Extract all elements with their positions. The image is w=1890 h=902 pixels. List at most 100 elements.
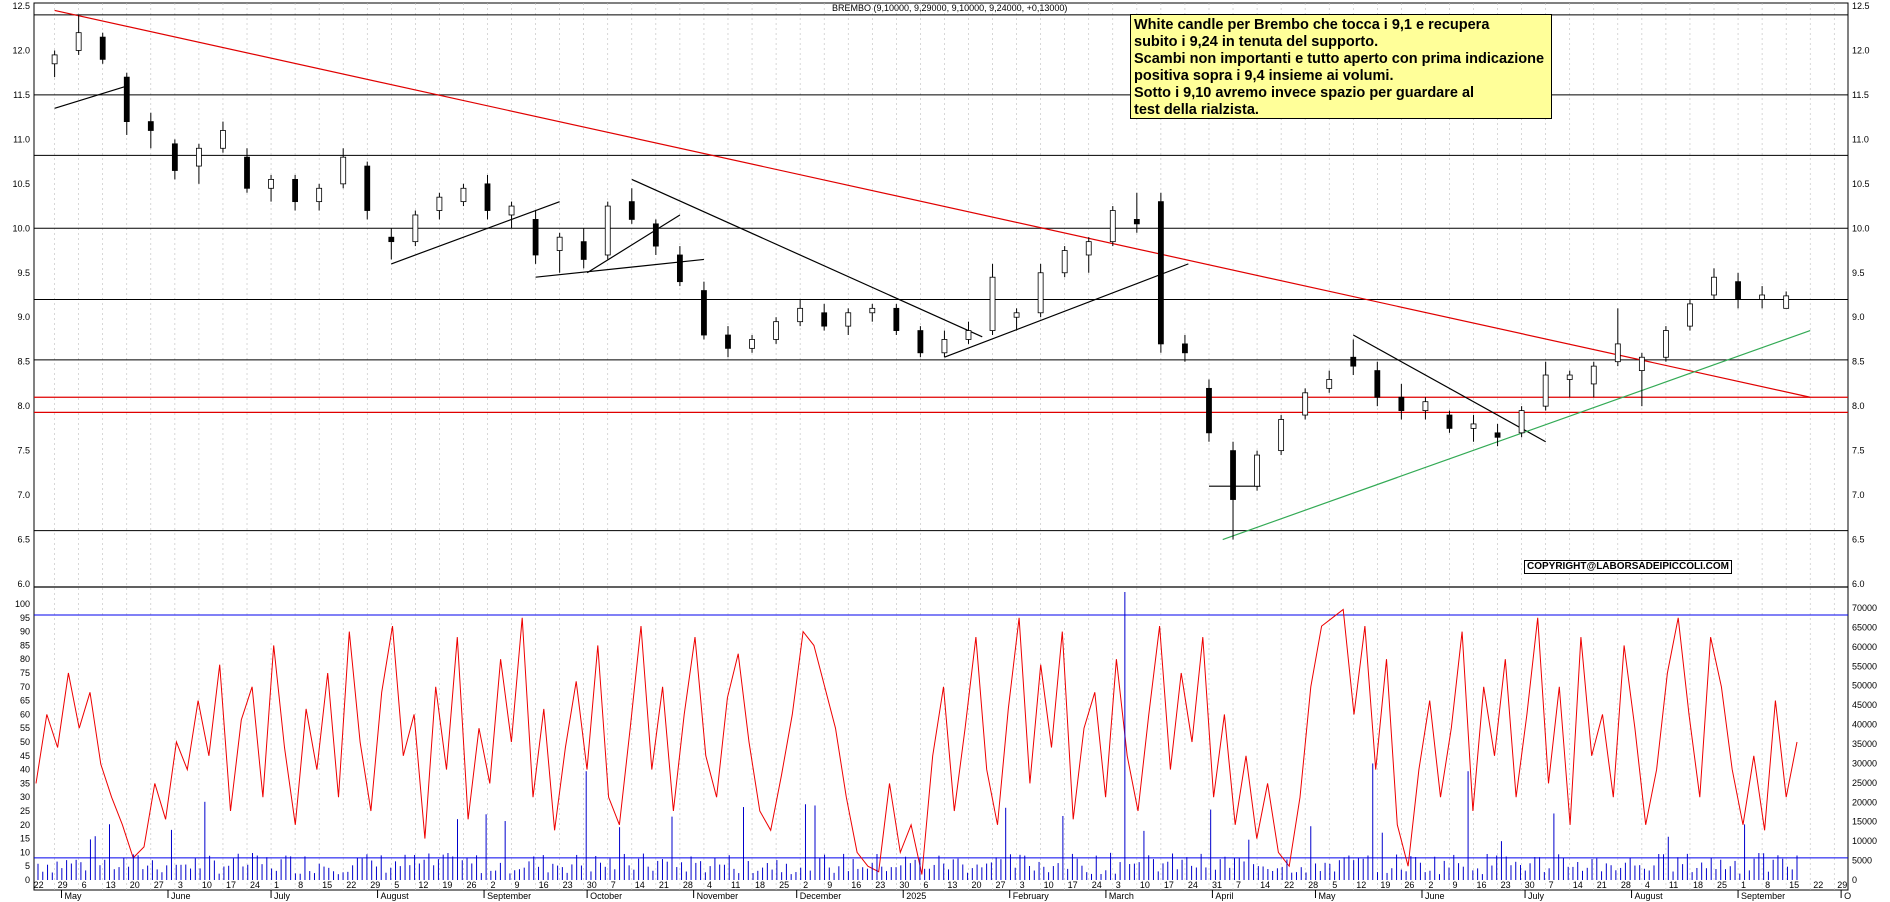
month-label: May	[1318, 891, 1336, 901]
price-tick-left: 6.0	[17, 579, 30, 589]
price-tick-right: 11.5	[1852, 90, 1869, 100]
horizontal-levels	[34, 14, 1848, 859]
x-day-tick: 24	[1188, 880, 1198, 890]
x-day-tick: 1	[274, 880, 279, 890]
price-tick-right: 11.0	[1852, 134, 1869, 144]
x-day-tick: 15	[322, 880, 332, 890]
x-day-tick: 2	[1428, 880, 1433, 890]
x-day-tick: 19	[442, 880, 452, 890]
month-label: August	[1635, 891, 1664, 901]
plot-border	[33, 2, 1849, 891]
candle-body	[556, 236, 563, 251]
x-day-tick: 5	[1332, 880, 1337, 890]
candle-body	[821, 312, 828, 327]
x-day-tick: 10	[1140, 880, 1150, 890]
x-day-tick: 12	[1356, 880, 1366, 890]
chart-frame	[33, 2, 1849, 891]
x-day-tick: 9	[1452, 880, 1457, 890]
x-day-tick: 3	[1116, 880, 1121, 890]
x-day-tick: 5	[394, 880, 399, 890]
x-day-tick: 17	[1164, 880, 1174, 890]
price-tick-right: 6.5	[1852, 535, 1865, 545]
price-tick-left: 8.5	[17, 357, 30, 367]
candle-body	[147, 121, 154, 131]
candle-body	[1759, 294, 1766, 300]
month-label: April	[1215, 891, 1233, 901]
candle-body	[1085, 241, 1092, 256]
month-label: December	[800, 891, 842, 901]
x-day-tick: 14	[1573, 880, 1583, 890]
candle-body	[1470, 423, 1477, 429]
candle-body	[1326, 379, 1333, 389]
oscillator-line	[35, 608, 1798, 875]
oscillator-tick: 70	[20, 682, 30, 692]
price-tick-right: 9.0	[1852, 312, 1865, 322]
month-label: October	[590, 891, 622, 901]
x-day-tick: 21	[1597, 880, 1607, 890]
x-day-tick: 9	[827, 880, 832, 890]
price-tick-left: 7.0	[17, 490, 30, 500]
candle-body	[1157, 201, 1164, 345]
x-day-tick: 12	[418, 880, 428, 890]
x-day-tick: 25	[1717, 880, 1727, 890]
candle-body	[1735, 281, 1741, 300]
x-day-tick: 24	[250, 880, 260, 890]
volume-tick: 65000	[1852, 622, 1877, 632]
x-day-tick: 26	[1404, 880, 1414, 890]
candle-body	[532, 219, 539, 256]
x-day-tick: 28	[683, 880, 693, 890]
oscillator-tick: 95	[20, 613, 30, 623]
price-tick-left: 8.0	[17, 401, 30, 411]
trendline	[535, 258, 705, 278]
trendline	[54, 9, 1811, 398]
candle-body	[965, 330, 972, 340]
x-day-tick: 14	[635, 880, 645, 890]
copyright-label: COPYRIGHT@LABORSADEIPICCOLI.COM	[1524, 560, 1732, 574]
volume-tick: 40000	[1852, 720, 1877, 730]
candle-body	[1590, 365, 1597, 385]
x-day-tick: 2	[491, 880, 496, 890]
price-tick-right: 8.0	[1852, 401, 1865, 411]
candle-body	[460, 187, 467, 203]
price-tick-left: 11.0	[13, 134, 30, 144]
month-label: June	[1425, 891, 1445, 901]
oscillator-tick: 55	[20, 723, 30, 733]
candle-body	[941, 339, 948, 354]
price-tick-right: 7.0	[1852, 490, 1865, 500]
candle-body	[845, 312, 852, 327]
oscillator-tick: 45	[20, 751, 30, 761]
candle-body	[701, 290, 707, 336]
candle-body	[989, 276, 996, 331]
candle-body	[1638, 356, 1645, 371]
x-day-tick: 17	[1068, 880, 1078, 890]
oscillator-tick: 90	[20, 627, 30, 637]
x-day-tick: 19	[1380, 880, 1390, 890]
price-tick-left: 12.5	[12, 1, 30, 11]
x-day-tick: 4	[707, 880, 712, 890]
candle-body	[99, 36, 106, 60]
candle-body	[797, 307, 804, 323]
oscillator-tick: 0	[25, 875, 30, 885]
price-tick-right: 6.0	[1852, 579, 1865, 589]
candle-body	[1422, 401, 1429, 412]
x-day-tick: 2	[803, 880, 808, 890]
x-day-tick: 1	[1741, 880, 1746, 890]
candle-body	[220, 130, 226, 149]
price-tick-left: 7.5	[17, 446, 30, 456]
candle-body	[412, 214, 419, 243]
price-tick-left: 6.5	[17, 535, 30, 545]
month-label: November	[697, 891, 739, 901]
x-day-tick: 20	[971, 880, 981, 890]
candle-body	[1687, 303, 1693, 327]
axis-labels: 12.5 12.5 12.0 12.0 11.5 11.5 11.0 11.0 10.5 10.5…	[12, 1, 1877, 901]
annotation-box: White candle per Brembo che tocca i 9,1 …	[1130, 14, 1552, 119]
volume-tick: 15000	[1852, 817, 1877, 827]
x-day-tick: 23	[1501, 880, 1511, 890]
candle-body	[484, 183, 491, 211]
x-day-tick: 30	[587, 880, 597, 890]
x-day-tick: 10	[202, 880, 212, 890]
x-day-tick: 29	[58, 880, 68, 890]
annotation-line: Sotto i 9,10 avremo invece spazio per gu…	[1134, 85, 1475, 101]
x-day-tick: 16	[539, 880, 549, 890]
x-day-tick: 3	[178, 880, 183, 890]
